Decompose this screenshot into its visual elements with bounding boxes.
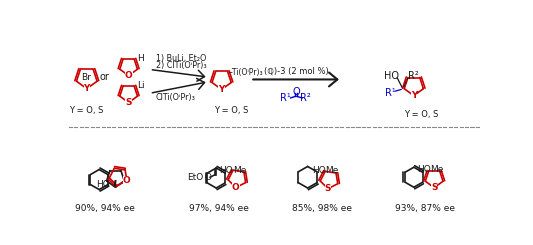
Text: Li: Li bbox=[137, 81, 145, 90]
Text: O: O bbox=[292, 87, 300, 97]
Text: ClTi(OⁱPr)₃: ClTi(OⁱPr)₃ bbox=[156, 93, 196, 102]
Text: O: O bbox=[123, 176, 131, 185]
Text: R²: R² bbox=[300, 93, 311, 103]
Text: Y: Y bbox=[410, 91, 417, 100]
Text: O: O bbox=[232, 183, 240, 192]
Text: O: O bbox=[125, 71, 133, 80]
Text: or: or bbox=[100, 72, 110, 82]
Text: Y: Y bbox=[219, 85, 225, 94]
Text: 93%, 87% ee: 93%, 87% ee bbox=[394, 204, 455, 213]
Text: –Ti(OⁱPr)₃: –Ti(OⁱPr)₃ bbox=[229, 68, 264, 77]
Text: 97%, 94% ee: 97%, 94% ee bbox=[189, 204, 248, 213]
Text: O: O bbox=[205, 173, 212, 182]
Text: 2) ClTi(OⁱPr)₃: 2) ClTi(OⁱPr)₃ bbox=[156, 61, 206, 70]
Text: Me: Me bbox=[233, 166, 246, 175]
Text: S: S bbox=[325, 184, 331, 193]
Text: EtO: EtO bbox=[188, 173, 204, 182]
Text: HO: HO bbox=[384, 71, 399, 81]
Text: S: S bbox=[431, 183, 438, 192]
Text: Y: Y bbox=[84, 84, 90, 93]
Text: 1) BuLi, Et₂O: 1) BuLi, Et₂O bbox=[156, 54, 206, 63]
Text: R¹: R¹ bbox=[385, 87, 395, 98]
Text: Me: Me bbox=[431, 165, 444, 174]
Text: R²: R² bbox=[408, 71, 419, 81]
Text: Y = O, S: Y = O, S bbox=[69, 106, 103, 115]
Text: 85%, 98% ee: 85%, 98% ee bbox=[293, 204, 352, 213]
Text: R¹: R¹ bbox=[280, 93, 290, 103]
Text: Me: Me bbox=[325, 166, 338, 175]
Text: H: H bbox=[137, 54, 144, 63]
Text: HO: HO bbox=[96, 180, 110, 189]
Text: 90%, 94% ee: 90%, 94% ee bbox=[76, 204, 135, 213]
Text: S: S bbox=[125, 98, 132, 107]
Text: HO: HO bbox=[312, 166, 326, 175]
Text: HO: HO bbox=[417, 165, 431, 174]
Text: Y = O, S: Y = O, S bbox=[214, 106, 248, 115]
Text: Y = O, S: Y = O, S bbox=[404, 110, 438, 119]
Text: Br: Br bbox=[81, 73, 91, 82]
Text: (ℚ)-3 (2 mol %): (ℚ)-3 (2 mol %) bbox=[264, 67, 328, 76]
Text: HO: HO bbox=[220, 166, 233, 175]
